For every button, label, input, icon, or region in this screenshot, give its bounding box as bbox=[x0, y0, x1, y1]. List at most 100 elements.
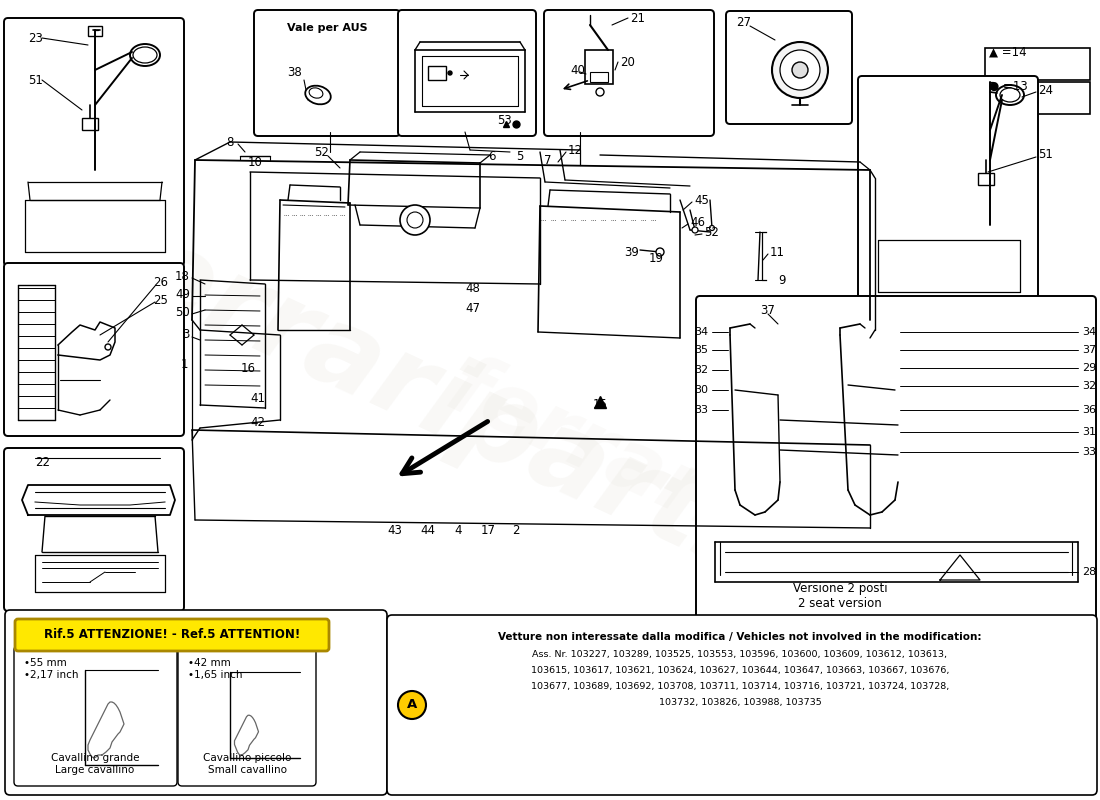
Text: 7: 7 bbox=[544, 154, 552, 166]
Text: 47: 47 bbox=[465, 302, 480, 314]
Text: 2: 2 bbox=[513, 523, 519, 537]
Text: 37: 37 bbox=[1082, 345, 1096, 355]
Text: 3: 3 bbox=[183, 329, 190, 342]
Bar bbox=[978, 173, 994, 185]
Text: 6: 6 bbox=[488, 150, 496, 162]
Text: 27: 27 bbox=[736, 15, 751, 29]
Text: 34: 34 bbox=[1082, 327, 1096, 337]
Text: 44: 44 bbox=[420, 523, 436, 537]
Text: ● =13: ● =13 bbox=[989, 79, 1027, 93]
Text: ▲ =14: ▲ =14 bbox=[989, 46, 1026, 58]
Text: 45: 45 bbox=[694, 194, 708, 206]
Text: 30: 30 bbox=[694, 385, 708, 395]
Text: 15: 15 bbox=[593, 398, 607, 410]
Text: 32: 32 bbox=[1082, 381, 1096, 391]
Text: 29: 29 bbox=[1082, 363, 1097, 373]
Text: 26: 26 bbox=[153, 275, 168, 289]
Text: 18: 18 bbox=[175, 270, 190, 282]
Text: 28: 28 bbox=[1082, 567, 1097, 577]
Text: 43: 43 bbox=[387, 523, 403, 537]
FancyBboxPatch shape bbox=[4, 18, 184, 266]
FancyBboxPatch shape bbox=[15, 619, 329, 651]
Text: 38: 38 bbox=[287, 66, 301, 78]
Bar bbox=[590, 72, 608, 82]
Text: Vale per AUS: Vale per AUS bbox=[287, 23, 367, 33]
Text: 8: 8 bbox=[227, 135, 233, 149]
FancyBboxPatch shape bbox=[858, 76, 1038, 304]
Text: 50: 50 bbox=[175, 306, 190, 318]
Text: 53: 53 bbox=[496, 114, 512, 126]
Text: 24: 24 bbox=[1038, 83, 1053, 97]
Text: 42: 42 bbox=[251, 415, 265, 429]
Text: 51: 51 bbox=[28, 74, 43, 86]
Text: 37: 37 bbox=[760, 303, 774, 317]
Ellipse shape bbox=[130, 44, 159, 66]
FancyBboxPatch shape bbox=[544, 10, 714, 136]
FancyBboxPatch shape bbox=[178, 646, 316, 786]
FancyBboxPatch shape bbox=[14, 646, 177, 786]
FancyBboxPatch shape bbox=[4, 448, 184, 611]
Text: 36: 36 bbox=[1082, 405, 1096, 415]
Text: A: A bbox=[407, 698, 417, 711]
Text: 11: 11 bbox=[770, 246, 785, 258]
Text: 22: 22 bbox=[35, 457, 50, 470]
Circle shape bbox=[780, 50, 820, 90]
Text: 52: 52 bbox=[704, 226, 719, 238]
Ellipse shape bbox=[996, 85, 1024, 105]
Ellipse shape bbox=[309, 88, 323, 98]
Text: Cavallino piccolo
Small cavallino: Cavallino piccolo Small cavallino bbox=[202, 754, 292, 775]
Text: Rif.5 ATTENZIONE! - Ref.5 ATTENTION!: Rif.5 ATTENZIONE! - Ref.5 ATTENTION! bbox=[44, 629, 300, 642]
Text: 25: 25 bbox=[153, 294, 168, 306]
Text: 23: 23 bbox=[28, 31, 43, 45]
FancyBboxPatch shape bbox=[696, 296, 1096, 639]
Text: 103677, 103689, 103692, 103708, 103711, 103714, 103716, 103721, 103724, 103728,: 103677, 103689, 103692, 103708, 103711, … bbox=[531, 682, 949, 691]
Text: 35: 35 bbox=[694, 345, 708, 355]
Text: 32: 32 bbox=[694, 365, 708, 375]
Text: 33: 33 bbox=[1082, 447, 1096, 457]
Circle shape bbox=[104, 344, 111, 350]
Circle shape bbox=[772, 42, 828, 98]
Bar bbox=[984, 82, 1090, 114]
Circle shape bbox=[792, 62, 808, 78]
Text: 16: 16 bbox=[241, 362, 255, 374]
FancyBboxPatch shape bbox=[387, 615, 1097, 795]
Circle shape bbox=[407, 212, 424, 228]
Text: 49: 49 bbox=[175, 287, 190, 301]
Text: 21: 21 bbox=[630, 11, 646, 25]
Text: •55 mm
•2,17 inch: •55 mm •2,17 inch bbox=[24, 658, 78, 679]
Text: 39: 39 bbox=[625, 246, 639, 258]
Text: 51: 51 bbox=[1038, 149, 1053, 162]
Text: Vetture non interessate dalla modifica / Vehicles not involved in the modificati: Vetture non interessate dalla modifica /… bbox=[498, 632, 981, 642]
Ellipse shape bbox=[133, 47, 157, 63]
Bar bbox=[585, 50, 613, 84]
Bar bbox=[984, 48, 1090, 80]
Circle shape bbox=[596, 88, 604, 96]
Circle shape bbox=[656, 248, 664, 256]
FancyBboxPatch shape bbox=[398, 10, 536, 136]
FancyBboxPatch shape bbox=[254, 10, 400, 136]
Circle shape bbox=[400, 205, 430, 235]
Text: 41: 41 bbox=[251, 391, 265, 405]
Text: 1: 1 bbox=[180, 358, 188, 371]
Text: 33: 33 bbox=[694, 405, 708, 415]
Text: •42 mm
•1,65 inch: •42 mm •1,65 inch bbox=[188, 658, 242, 679]
Text: Versione 2 posti
2 seat version: Versione 2 posti 2 seat version bbox=[793, 582, 888, 610]
Text: 103615, 103617, 103621, 103624, 103627, 103644, 103647, 103663, 103667, 103676,: 103615, 103617, 103621, 103624, 103627, … bbox=[531, 666, 949, 675]
Text: 48: 48 bbox=[465, 282, 480, 294]
FancyBboxPatch shape bbox=[726, 11, 852, 124]
Text: 103732, 103826, 103988, 103735: 103732, 103826, 103988, 103735 bbox=[659, 698, 822, 707]
Text: Ass. Nr. 103227, 103289, 103525, 103553, 103596, 103600, 103609, 103612, 103613,: Ass. Nr. 103227, 103289, 103525, 103553,… bbox=[532, 650, 947, 659]
Text: 34: 34 bbox=[694, 327, 708, 337]
Text: 52: 52 bbox=[315, 146, 329, 158]
Bar bbox=[82, 118, 98, 130]
Bar bbox=[428, 66, 446, 80]
Circle shape bbox=[448, 71, 452, 75]
Ellipse shape bbox=[305, 86, 331, 104]
FancyBboxPatch shape bbox=[6, 610, 387, 795]
FancyBboxPatch shape bbox=[4, 263, 184, 436]
Text: 9: 9 bbox=[778, 274, 785, 286]
Circle shape bbox=[692, 227, 698, 233]
Text: 10: 10 bbox=[248, 157, 263, 170]
Text: 19: 19 bbox=[649, 251, 663, 265]
Text: Cavallino grande
Large cavallino: Cavallino grande Large cavallino bbox=[51, 754, 140, 775]
